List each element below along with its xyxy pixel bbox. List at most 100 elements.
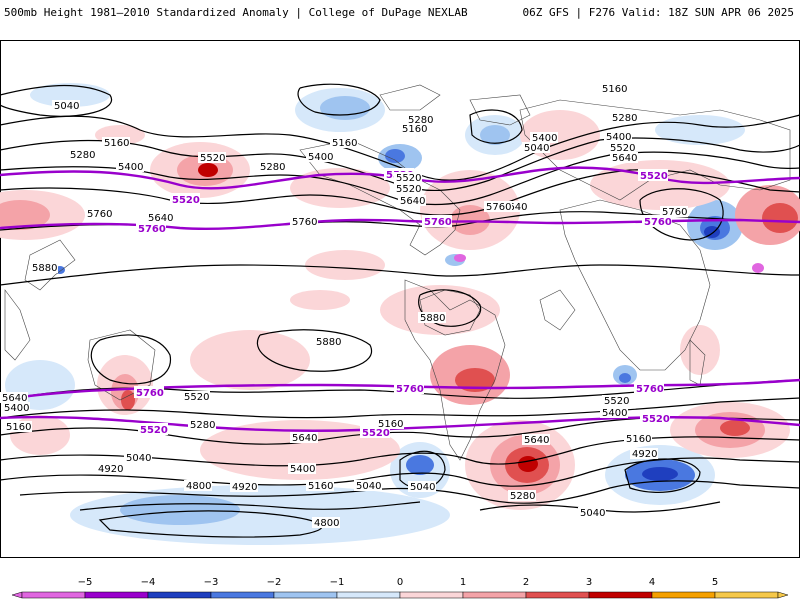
label-5280-c: 5280 <box>610 112 638 124</box>
svg-text:5520: 5520 <box>640 171 668 182</box>
svg-text:5280: 5280 <box>190 420 215 431</box>
label-4800-e: 4800 <box>184 480 212 492</box>
colorbar-extend-max <box>777 591 789 599</box>
svg-text:4800: 4800 <box>314 518 339 529</box>
label-5880-b: 5880 <box>418 312 446 324</box>
svg-text:5040: 5040 <box>580 508 605 519</box>
colorbar-segment <box>84 591 149 599</box>
label-5520-c: 5520 <box>608 142 636 154</box>
svg-text:5400: 5400 <box>606 132 631 143</box>
label-5400-d: 5400 <box>288 463 316 475</box>
label-5520-p3: 5520 <box>638 169 668 182</box>
colorbar-segment <box>210 591 275 599</box>
colorbar-tick-label: 5 <box>712 577 718 588</box>
svg-text:5880: 5880 <box>32 263 57 274</box>
colorbar-segment <box>714 591 779 599</box>
svg-text:5160: 5160 <box>378 419 403 430</box>
label-5760-b: 5760 <box>290 216 318 228</box>
colorbar-bars <box>11 591 789 599</box>
svg-text:5640: 5640 <box>400 196 425 207</box>
label-5160-b: 5160 <box>330 137 358 149</box>
colorbar-tick-label: −4 <box>141 577 156 588</box>
label-4920-f: 4920 <box>230 481 258 493</box>
svg-text:4920: 4920 <box>632 449 657 460</box>
svg-text:5760: 5760 <box>136 388 164 399</box>
svg-text:5040: 5040 <box>356 481 381 492</box>
map-title: 500mb Height 1981–2010 Standardized Anom… <box>4 6 468 19</box>
label-5280-a: 5280 <box>68 149 96 161</box>
label-5400-i: 5400 <box>530 132 558 144</box>
label-5640-d: 5640 <box>290 432 318 444</box>
label-5040-e: 5040 <box>124 452 152 464</box>
colorbar-segment <box>588 591 653 599</box>
label-5400-c: 5400 <box>604 131 632 143</box>
svg-text:5160: 5160 <box>602 84 627 95</box>
label-5160-e: 5160 <box>4 421 32 433</box>
svg-text:4800: 4800 <box>186 481 211 492</box>
svg-text:5040: 5040 <box>524 143 549 154</box>
svg-text:5760: 5760 <box>644 217 672 228</box>
svg-text:4920: 4920 <box>232 482 257 493</box>
svg-text:5520: 5520 <box>610 143 635 154</box>
svg-text:5400: 5400 <box>602 408 627 419</box>
svg-text:5400: 5400 <box>308 152 333 163</box>
label-5760-p4: 5760 <box>134 386 164 399</box>
svg-text:5760: 5760 <box>396 384 424 395</box>
svg-text:5280: 5280 <box>70 150 95 161</box>
label-5400-b: 5400 <box>306 151 334 163</box>
label-5040-h: 5040 <box>408 481 436 493</box>
svg-text:5040: 5040 <box>126 453 151 464</box>
label-5040-j: 5040 <box>522 142 550 154</box>
colorbar-segment <box>147 591 212 599</box>
header-bar: 500mb Height 1981–2010 Standardized Anom… <box>0 0 800 40</box>
svg-text:5880: 5880 <box>316 337 341 348</box>
label-5040-a: 5040 <box>52 100 80 112</box>
colorbar-tick-label: 0 <box>397 577 403 588</box>
svg-text:5160: 5160 <box>308 481 333 492</box>
colorbar-tick-label: −2 <box>267 577 282 588</box>
label-5640-c: 5640 <box>610 152 638 164</box>
label-5400-a: 5400 <box>116 161 144 173</box>
svg-text:5760: 5760 <box>424 217 452 228</box>
colorbar-tick-label: 3 <box>586 577 592 588</box>
label-5760-c: 5760 <box>660 206 688 218</box>
svg-text:5760: 5760 <box>486 202 511 213</box>
svg-text:5760: 5760 <box>138 224 166 235</box>
colorbar-segment <box>273 591 338 599</box>
svg-text:5640: 5640 <box>2 393 27 404</box>
colorbar-tick-label: 1 <box>460 577 466 588</box>
label-5520-p4: 5520 <box>138 423 168 436</box>
svg-text:5280: 5280 <box>260 162 285 173</box>
label-5640-h: 5640 <box>522 434 550 446</box>
colorbar-extend-min <box>11 591 23 599</box>
colorbar: −5 −4 −3 −2 −1 0 1 2 3 4 5 <box>11 577 789 599</box>
svg-text:5640: 5640 <box>502 202 527 213</box>
label-5040-i: 5040 <box>578 507 606 519</box>
label-5160-d: 5160 <box>306 480 334 492</box>
colorbar-ticks: −5 −4 −3 −2 −1 0 1 2 3 4 5 <box>78 577 719 588</box>
label-5520-j: 5520 <box>394 172 422 184</box>
label-5280-b: 5280 <box>258 161 286 173</box>
svg-text:5760: 5760 <box>636 384 664 395</box>
label-5880-a: 5880 <box>30 262 58 274</box>
label-5760-p3: 5760 <box>642 215 672 228</box>
label-5160-c: 5160 <box>600 83 628 95</box>
svg-text:5520: 5520 <box>642 414 670 425</box>
label-5520-b: 5520 <box>394 183 422 195</box>
svg-text:5640: 5640 <box>612 153 637 164</box>
contour-labels: 5040 5160 5280 5400 5520 5640 5760 5880 … <box>0 83 688 529</box>
svg-text:5160: 5160 <box>104 138 129 149</box>
colorbar-segment <box>21 591 86 599</box>
label-5160-g: 5160 <box>376 418 404 430</box>
label-5760-a: 5760 <box>85 208 113 220</box>
model-run-info: 06Z GFS | F276 Valid: 18Z SUN APR 06 202… <box>522 6 794 19</box>
svg-text:5520: 5520 <box>172 195 200 206</box>
label-5400-h: 5400 <box>600 407 628 419</box>
label-5760-j: 5760 <box>484 201 512 213</box>
colorbar-tick-label: −1 <box>330 577 345 588</box>
svg-text:5520: 5520 <box>184 392 209 403</box>
svg-text:5760: 5760 <box>87 209 112 220</box>
label-5520-p2: 5520 <box>170 193 200 206</box>
colorbar-segment <box>651 591 716 599</box>
svg-text:5160: 5160 <box>402 124 427 135</box>
